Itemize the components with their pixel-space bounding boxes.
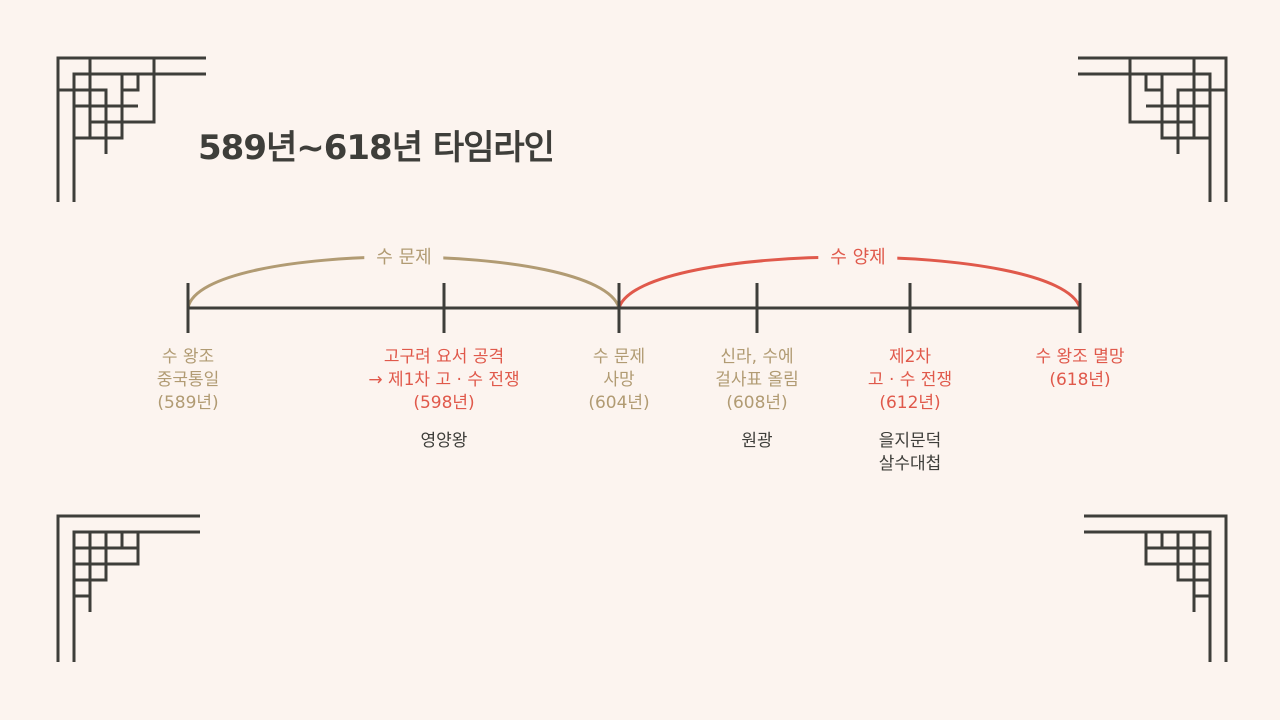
era-label-sui-wendi: 수 문제: [364, 243, 444, 269]
event-text-line: 중국통일: [156, 370, 220, 390]
person-text-line: 을지문덕: [878, 431, 942, 451]
event-text-line: 제2차: [888, 347, 932, 367]
timeline-event-label: 수 왕조 멸망 (618년): [980, 346, 1180, 392]
event-text-line: 신라, 수에: [720, 347, 794, 367]
page-title: 589년~618년 타임라인: [198, 128, 555, 168]
timeline-event-person: 원광: [657, 430, 857, 453]
corner-ornament-bottom-left: [56, 514, 200, 662]
timeline-event-person: 영양왕: [344, 430, 544, 453]
event-text-line: 걸사표 올림: [715, 370, 799, 390]
timeline-event-label: 고구려 요서 공격 → 제1차 고 · 수 전쟁 (598년): [344, 346, 544, 415]
event-text-line: (598년): [413, 393, 475, 413]
person-text-line: 원광: [741, 431, 773, 451]
event-text-line: (618년): [1049, 370, 1111, 390]
event-text-line: 고구려 요서 공격: [383, 347, 505, 367]
event-text-line: 사망: [603, 370, 635, 390]
event-text-line: 고 · 수 전쟁: [867, 370, 953, 390]
event-text-line: 수 문제: [592, 347, 646, 367]
corner-ornament-bottom-right: [1084, 514, 1228, 662]
event-text-line: (612년): [879, 393, 941, 413]
corner-ornament-top-left: [56, 56, 206, 202]
person-text-line: 영양왕: [420, 431, 468, 451]
event-text-line: → 제1차 고 · 수 전쟁: [368, 370, 520, 390]
event-text-line: 수 왕조 멸망: [1035, 347, 1125, 367]
event-text-line: (589년): [157, 393, 219, 413]
event-text-line: (604년): [588, 393, 650, 413]
person-text-line: 살수대첩: [878, 454, 942, 474]
event-text-line: 수 왕조: [161, 347, 215, 367]
corner-ornament-top-right: [1078, 56, 1228, 202]
event-text-line: (608년): [726, 393, 788, 413]
era-label-sui-yangdi: 수 양제: [818, 243, 898, 269]
